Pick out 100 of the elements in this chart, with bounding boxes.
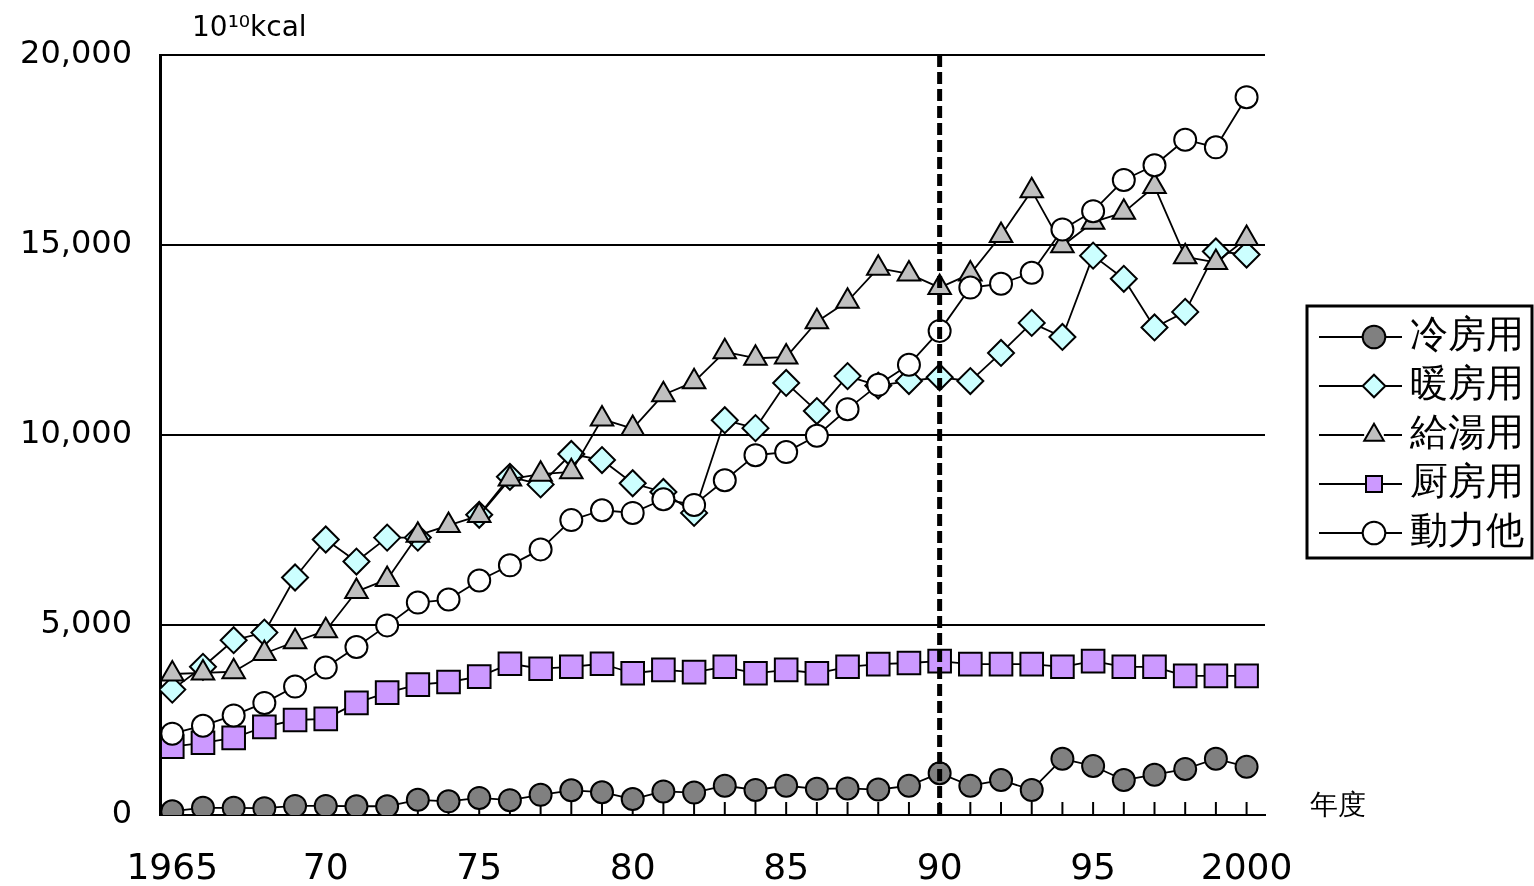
point (528, 782, 553, 807)
point (1050, 654, 1075, 680)
point (589, 651, 615, 677)
point (958, 773, 983, 798)
point (651, 657, 676, 683)
point (588, 446, 616, 475)
point (835, 397, 860, 422)
point (1173, 757, 1198, 782)
point (1142, 654, 1167, 680)
point (1142, 762, 1167, 787)
point (558, 654, 584, 680)
point (866, 777, 891, 802)
point (281, 563, 310, 592)
point (682, 492, 707, 517)
point (497, 553, 522, 578)
point (620, 500, 645, 525)
point (1109, 264, 1138, 293)
point (190, 713, 215, 738)
point (774, 773, 799, 798)
point (620, 660, 646, 686)
point (1019, 651, 1045, 677)
x-tick-label: 2000 (1200, 845, 1293, 886)
point (956, 367, 985, 396)
point (528, 656, 553, 682)
y-tick-label: 15,000 (20, 223, 132, 262)
legend-label: 冷房用 (1410, 311, 1524, 356)
x-tick-label: 85 (763, 845, 810, 886)
point (958, 275, 983, 300)
point (283, 674, 308, 699)
x-axis-title: 年度 (1310, 788, 1366, 822)
point (743, 777, 768, 802)
point (773, 657, 799, 683)
point (989, 271, 1014, 296)
point (313, 706, 339, 732)
point (772, 368, 801, 397)
point (1234, 754, 1259, 779)
x-tick-label: 80 (609, 845, 656, 886)
point (344, 794, 369, 815)
point (528, 537, 553, 562)
point (1019, 777, 1044, 802)
point (436, 669, 461, 695)
point (712, 468, 737, 493)
legend-label: 厨房用 (1410, 458, 1524, 503)
legend-label: 動力他 (1410, 507, 1524, 552)
y-tick-label: 20,000 (20, 33, 132, 72)
point (590, 780, 614, 805)
point (1140, 313, 1169, 342)
point (252, 714, 277, 740)
point (405, 787, 430, 812)
point (1171, 297, 1200, 326)
point (896, 352, 921, 377)
point (1019, 260, 1044, 285)
point (405, 672, 431, 697)
point (1081, 199, 1106, 224)
point (497, 651, 523, 677)
point (1017, 308, 1046, 337)
point (1080, 648, 1106, 674)
x-tick-label: 75 (456, 845, 503, 886)
point (373, 523, 402, 552)
point (559, 508, 584, 533)
point (1111, 168, 1136, 193)
point (804, 423, 829, 448)
point (344, 690, 369, 716)
point (896, 650, 922, 676)
point (497, 788, 522, 813)
x-tick-label: 90 (916, 845, 963, 886)
point (1234, 663, 1259, 689)
point (712, 773, 737, 798)
y-tick-label: 5,000 (40, 603, 132, 642)
point (681, 659, 707, 685)
point (682, 780, 707, 805)
point (160, 721, 185, 746)
point (1203, 135, 1228, 160)
point (467, 785, 492, 810)
point (651, 779, 676, 804)
x-tick-label: 70 (302, 845, 349, 886)
point (988, 651, 1014, 677)
point (375, 794, 400, 815)
point (1079, 241, 1108, 270)
point (342, 547, 371, 576)
point (1173, 127, 1198, 152)
point (743, 660, 768, 686)
point (618, 469, 647, 498)
point (559, 778, 584, 803)
point (252, 690, 277, 715)
point (833, 362, 862, 391)
point (651, 487, 676, 512)
point (436, 587, 461, 612)
point (1203, 746, 1228, 771)
point (710, 406, 739, 435)
point (374, 680, 400, 705)
point (1050, 217, 1075, 242)
point (1048, 322, 1077, 351)
y-axis-title: 10¹⁰kcal (192, 10, 307, 44)
point (743, 443, 768, 468)
point (835, 776, 860, 801)
point (250, 618, 279, 647)
point (958, 651, 983, 677)
x-tick-label: 95 (1070, 845, 1117, 886)
point (802, 397, 831, 426)
